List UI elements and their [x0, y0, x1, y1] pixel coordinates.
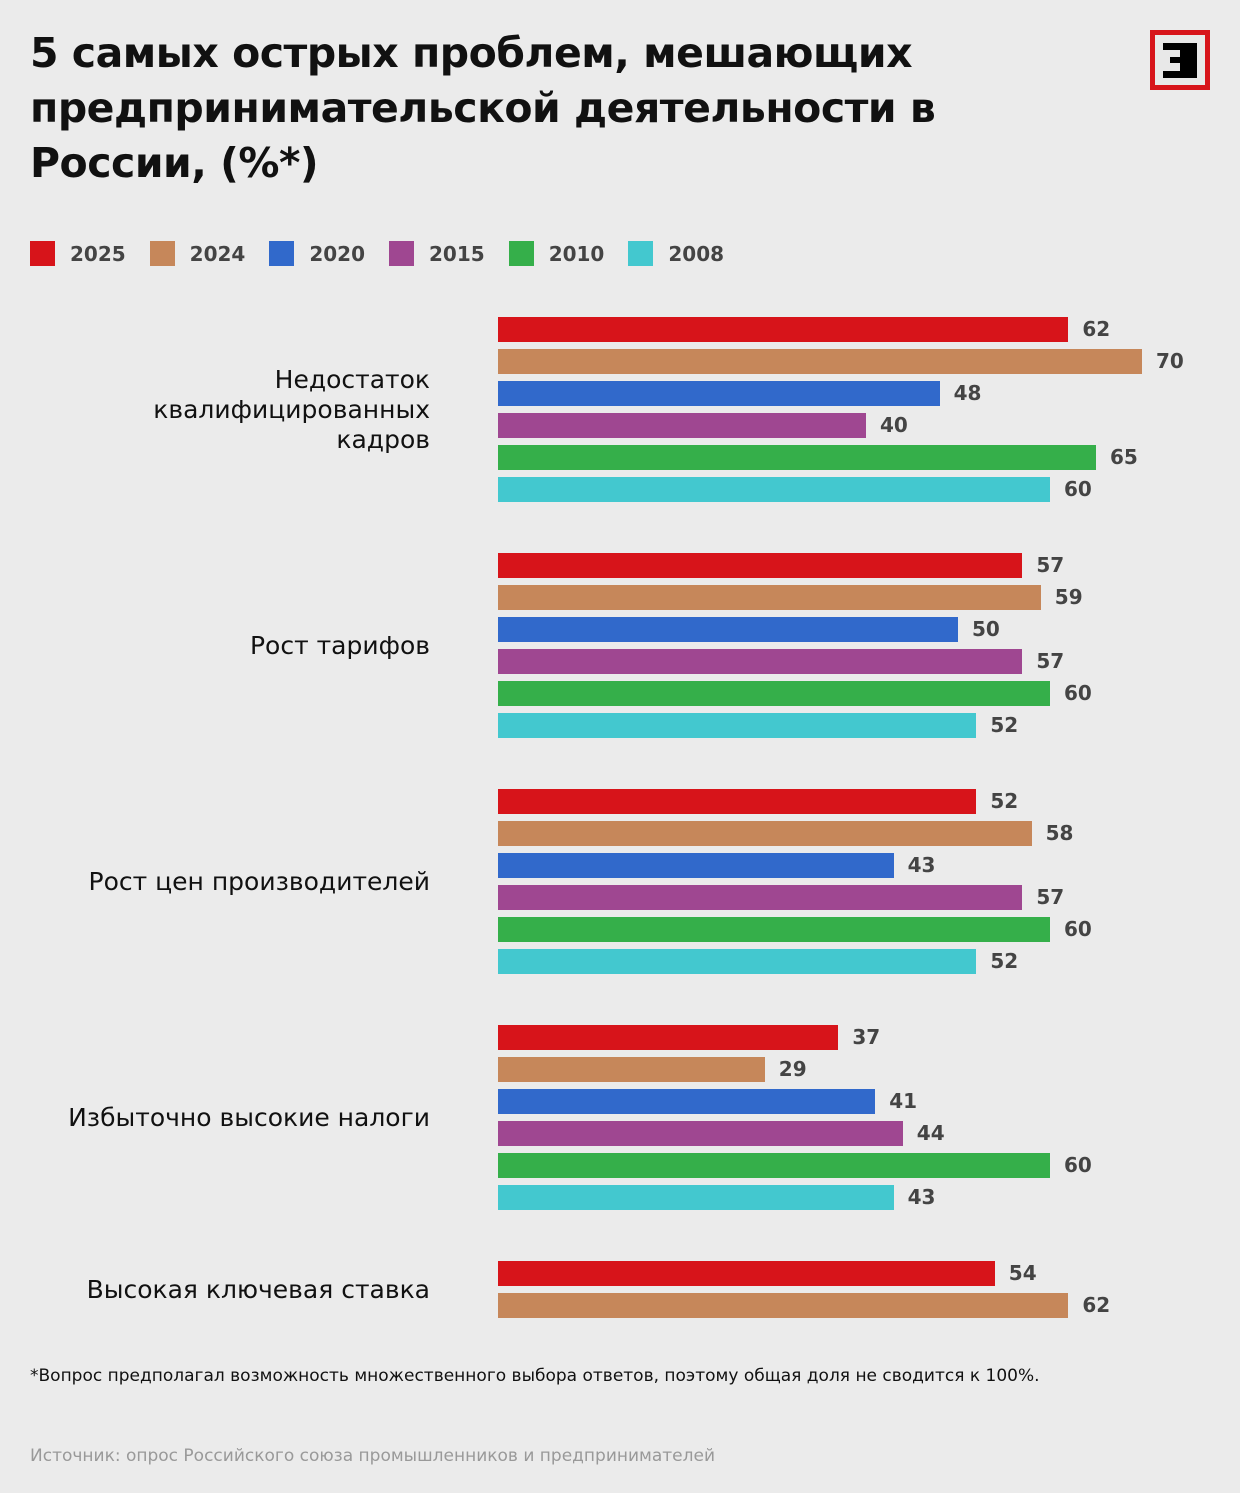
data-label: 41	[889, 1089, 918, 1113]
bar-2015	[498, 649, 1023, 674]
data-label: 70	[1156, 349, 1184, 373]
data-label: 54	[1008, 1261, 1037, 1285]
bar-2025	[498, 553, 1023, 578]
data-label: 60	[1064, 477, 1092, 501]
bar-2008	[498, 1185, 894, 1210]
legend-item: 2025	[30, 241, 126, 266]
legend-item: 2024	[149, 241, 246, 266]
bar-2024	[498, 1057, 765, 1082]
data-label: 29	[778, 1057, 807, 1081]
legend-swatch	[628, 241, 654, 266]
category-label: Недостаток квалифицированных кадров	[153, 364, 430, 454]
legend-label: 2008	[668, 241, 725, 266]
data-label: 43	[907, 1185, 936, 1209]
legend-swatch	[30, 241, 55, 266]
category-label: Рост цен производителей	[88, 866, 430, 896]
bar-2024	[498, 821, 1032, 846]
category-label: Высокая ключевая ставка	[86, 1274, 430, 1304]
data-label: 59	[1054, 585, 1083, 609]
bar-2010	[498, 917, 1050, 942]
data-label: 62	[1082, 1293, 1111, 1317]
bar-2015	[498, 885, 1023, 910]
legend-swatch	[269, 241, 295, 266]
legend-item: 2010	[508, 241, 605, 266]
data-label: 60	[1064, 681, 1092, 705]
legend: 2025 2024 2020 2015 2010 2008	[30, 241, 748, 266]
bar-2010	[498, 445, 1096, 470]
data-label: 37	[852, 1025, 881, 1049]
bar-2025	[498, 317, 1069, 342]
category-label: Избыточно высокие налоги	[68, 1102, 430, 1132]
data-label: 62	[1082, 317, 1111, 341]
bar-2020	[498, 853, 894, 878]
bar-2010	[498, 681, 1050, 706]
legend-label: 2020	[309, 241, 366, 266]
chart-title: 5 самых острых проблем, мешающих предпри…	[30, 29, 936, 187]
data-label: 58	[1045, 821, 1074, 845]
bar-2008	[498, 477, 1050, 502]
legend-item: 2020	[269, 241, 365, 266]
bar-2020	[498, 381, 940, 406]
data-label: 43	[907, 853, 936, 877]
category-label: Рост тарифов	[249, 630, 430, 660]
bar-2020	[498, 617, 958, 642]
legend-label: 2015	[429, 241, 485, 266]
logo	[1150, 30, 1210, 90]
data-label: 57	[1036, 885, 1065, 909]
data-label: 57	[1036, 649, 1065, 673]
data-label: 52	[990, 789, 1019, 813]
bar-2008	[498, 713, 977, 738]
bar-2024	[498, 349, 1142, 374]
bar-2024	[498, 1293, 1069, 1318]
legend-label: 2010	[548, 241, 605, 266]
bar-2015	[498, 1121, 903, 1146]
footnote: *Вопрос предполагал возможность множеств…	[30, 1366, 1040, 1386]
data-label: 48	[953, 381, 982, 405]
bar-2010	[498, 1153, 1050, 1178]
legend-swatch	[389, 241, 415, 266]
data-label: 40	[880, 413, 908, 437]
data-label: 60	[1064, 917, 1092, 941]
data-label: 57	[1036, 553, 1065, 577]
legend-item: 2008	[628, 241, 724, 266]
bar-2020	[498, 1089, 876, 1114]
bar-2025	[498, 1025, 839, 1050]
data-label: 50	[972, 617, 1000, 641]
bar-2008	[498, 949, 977, 974]
data-label: 52	[990, 713, 1019, 737]
bar-2025	[498, 789, 977, 814]
data-label: 52	[990, 949, 1019, 973]
legend-label: 2025	[70, 241, 126, 266]
legend-item: 2015	[389, 241, 485, 266]
legend-swatch	[508, 241, 534, 266]
legend-swatch	[149, 241, 175, 266]
legend-label: 2024	[189, 241, 246, 266]
bar-2024	[498, 585, 1041, 610]
bar-2015	[498, 413, 866, 438]
data-label: 65	[1110, 445, 1138, 469]
bar-2025	[498, 1261, 995, 1286]
data-label: 60	[1064, 1153, 1092, 1177]
data-label: 44	[916, 1121, 945, 1145]
source: Источник: опрос Российского союза промыш…	[30, 1446, 716, 1466]
